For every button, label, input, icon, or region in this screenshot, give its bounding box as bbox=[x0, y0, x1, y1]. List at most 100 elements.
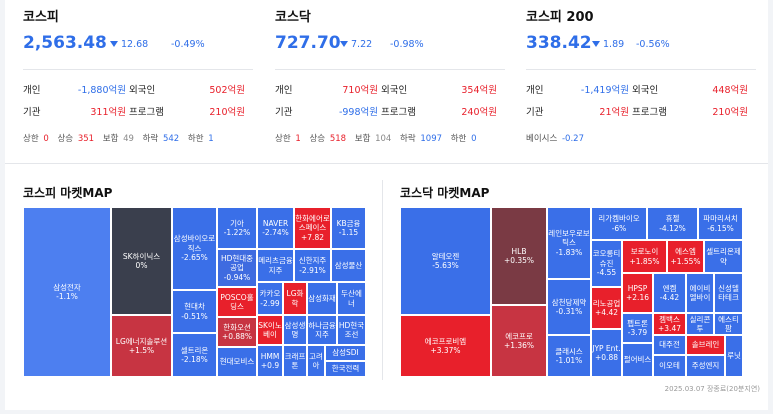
map-tile[interactable]: 엔켐 -4.42 bbox=[653, 273, 686, 313]
map-tile[interactable]: KB금융 -1.15 bbox=[331, 207, 366, 249]
section-divider bbox=[5, 163, 768, 164]
map-tile[interactable]: 크래프톤 bbox=[283, 345, 307, 377]
map-tile[interactable]: SK하이닉스 0% bbox=[111, 207, 172, 315]
map-tile[interactable]: 리가켐바이오 -6% bbox=[591, 207, 647, 240]
foreign-label: 외국인 bbox=[632, 85, 659, 96]
map-tile[interactable]: 한화에어로스페이스 +7.82 bbox=[294, 207, 331, 249]
map-tile[interactable]: 레인보우로보틱스 -1.83% bbox=[547, 207, 591, 279]
basis-stats: 베이시스 -0.27 bbox=[526, 132, 586, 144]
map-tile[interactable]: 코오롱티슈진 -4.55 bbox=[591, 240, 622, 287]
map-tile[interactable]: 삼성바이오로직스 -2.65% bbox=[172, 207, 217, 290]
map-tile[interactable]: 에스티팜 bbox=[714, 313, 743, 335]
map-tile[interactable]: 에이비엘바이 bbox=[686, 273, 714, 313]
indiv-value: 710억원 bbox=[342, 85, 378, 96]
inst-label: 기관 bbox=[23, 107, 41, 118]
map-tile[interactable]: JYP Ent. +0.88 bbox=[591, 329, 622, 377]
down-value: 1097 bbox=[420, 134, 443, 144]
map-tile[interactable]: 삼천당제약 -0.31% bbox=[547, 279, 591, 335]
map-tile[interactable]: 삼성SDI bbox=[325, 345, 366, 361]
map-tile[interactable]: 삼성생명 bbox=[283, 315, 307, 345]
map-tile[interactable]: 에코프로비엠 +3.37% bbox=[400, 315, 491, 377]
map-tile[interactable]: 한국전력 bbox=[325, 361, 366, 377]
map-tile[interactable]: HD현대중공업 -0.94% bbox=[217, 249, 257, 287]
advance-decline-stats: 상한 1 상승 518 보합 104 하락 1097 하한 0 bbox=[275, 132, 482, 144]
map-tile[interactable]: 고려아 bbox=[307, 345, 325, 377]
divider bbox=[526, 69, 756, 70]
map-tile[interactable]: 삼성물산 bbox=[331, 249, 366, 282]
map-tile[interactable]: POSCO홀딩스 bbox=[217, 287, 257, 317]
upper-label: 상한 bbox=[275, 134, 291, 144]
map-tile[interactable]: 주성엔지 bbox=[686, 355, 725, 377]
foreign-value: 354억원 bbox=[461, 85, 497, 96]
map-tile[interactable]: 현대모비스 bbox=[217, 347, 257, 377]
map-tile[interactable]: 솔브레인 bbox=[686, 335, 725, 355]
kospi-market-map: 삼성전자 -1.1% SK하이닉스 0% LG에너지솔루션 +1.5% 삼성바이오로직… bbox=[23, 207, 366, 377]
map-tile[interactable]: 삼성전자 -1.1% bbox=[23, 207, 111, 377]
map-tile[interactable]: 루닛 bbox=[725, 335, 743, 377]
map-tile[interactable]: 두산에너 bbox=[337, 282, 366, 315]
map-tile[interactable]: 하나금융지주 bbox=[307, 315, 337, 345]
change-value: 7.22 bbox=[351, 39, 373, 50]
map-tile[interactable]: 기아 -1.22% bbox=[217, 207, 257, 249]
map-tile[interactable]: 셀트리온 -2.18% bbox=[172, 333, 217, 377]
indiv-value: -1,880억원 bbox=[77, 85, 126, 96]
market-summary-card: 코스피 2,563.48 12.68 -0.49% 개인 -1,880억원 외국… bbox=[5, 0, 768, 410]
map-tile[interactable]: 대주전 bbox=[653, 335, 686, 355]
inst-value: 311억원 bbox=[90, 107, 126, 118]
map-tile[interactable]: 삼성화재 bbox=[307, 282, 337, 315]
up-label: 상승 bbox=[57, 134, 74, 144]
program-label: 프로그램 bbox=[632, 107, 667, 118]
map-tile[interactable]: 휴젤 -4.12% bbox=[647, 207, 698, 240]
index-value: 338.42 bbox=[526, 33, 592, 53]
map-tile[interactable]: NAVER -2.74% bbox=[257, 207, 294, 249]
index-title[interactable]: 코스피 200 bbox=[526, 10, 594, 25]
indiv-label: 개인 bbox=[526, 85, 544, 96]
map-tile[interactable]: 펄어비스 bbox=[622, 343, 653, 377]
map-tile[interactable]: HLB +0.35% bbox=[491, 207, 547, 305]
map-tile[interactable]: SK이노베이 bbox=[257, 315, 283, 345]
map-tile[interactable]: 신한지주 -2.91% bbox=[294, 249, 331, 282]
map-tile[interactable]: HD현국조선 bbox=[337, 315, 366, 345]
map-tile[interactable]: 젬백스 +3.47 bbox=[653, 313, 686, 335]
down-label: 하락 bbox=[400, 134, 416, 144]
index-title[interactable]: 코스피 bbox=[23, 10, 59, 25]
map-tile[interactable]: 셀트리온제약 bbox=[704, 240, 743, 273]
map-tile[interactable]: 에코프로 +1.36% bbox=[491, 305, 547, 377]
lower-value: 1 bbox=[208, 134, 214, 144]
down-triangle-icon bbox=[110, 41, 118, 47]
lower-label: 하한 bbox=[187, 134, 204, 144]
map-tile[interactable]: 현대차 -0.51% bbox=[172, 290, 217, 333]
foreign-value: 502억원 bbox=[209, 85, 245, 96]
map-tile[interactable]: 카카오 -2.99 bbox=[257, 282, 283, 315]
map-tile[interactable]: 한화오션 +0.88% bbox=[217, 317, 257, 347]
map-tile[interactable]: 리노공업 +4.42 bbox=[591, 287, 622, 329]
map-tile[interactable]: 클래시스 -1.01% bbox=[547, 335, 591, 377]
map-tile[interactable]: 알테오젠 -5.63% bbox=[400, 207, 491, 315]
foreign-label: 외국인 bbox=[129, 85, 156, 96]
map-tile[interactable]: HMM +0.9 bbox=[257, 345, 283, 377]
up-value: 518 bbox=[329, 134, 347, 144]
map-tile[interactable]: LG에너지솔루션 +1.5% bbox=[111, 315, 172, 377]
foreign-label: 외국인 bbox=[381, 85, 408, 96]
index-rate: -0.98% bbox=[390, 39, 424, 50]
upper-label: 상한 bbox=[23, 134, 39, 144]
map-tile[interactable]: HPSP +2.16 bbox=[622, 273, 653, 313]
map-tile[interactable]: 실리콘투 bbox=[686, 313, 714, 335]
basis-label: 베이시스 bbox=[526, 134, 558, 144]
inst-value: 21억원 bbox=[599, 107, 629, 118]
map-tile[interactable]: 이오테 bbox=[653, 355, 686, 377]
map-tile[interactable]: 메리츠금융지주 bbox=[257, 249, 294, 282]
map-tile[interactable]: 펩트론 -3.79 bbox=[622, 313, 653, 343]
index-change: 1.89 bbox=[592, 39, 624, 50]
index-title[interactable]: 코스닥 bbox=[275, 10, 311, 25]
map-tile[interactable]: 신성델타테크 bbox=[714, 273, 743, 313]
kospi-map-title[interactable]: 코스피 마켓MAP bbox=[23, 186, 113, 200]
map-tile[interactable]: 에스엠 +1.55% bbox=[667, 240, 704, 273]
down-triangle-icon bbox=[340, 41, 348, 47]
up-value: 351 bbox=[77, 134, 95, 144]
map-divider bbox=[382, 180, 383, 380]
kosdaq-map-title[interactable]: 코스닥 마켓MAP bbox=[400, 186, 490, 200]
map-tile[interactable]: LG화학 bbox=[283, 282, 307, 315]
map-tile[interactable]: 파마리서치 -6.15% bbox=[698, 207, 743, 240]
map-tile[interactable]: 보로노이 +1.85% bbox=[622, 240, 667, 273]
